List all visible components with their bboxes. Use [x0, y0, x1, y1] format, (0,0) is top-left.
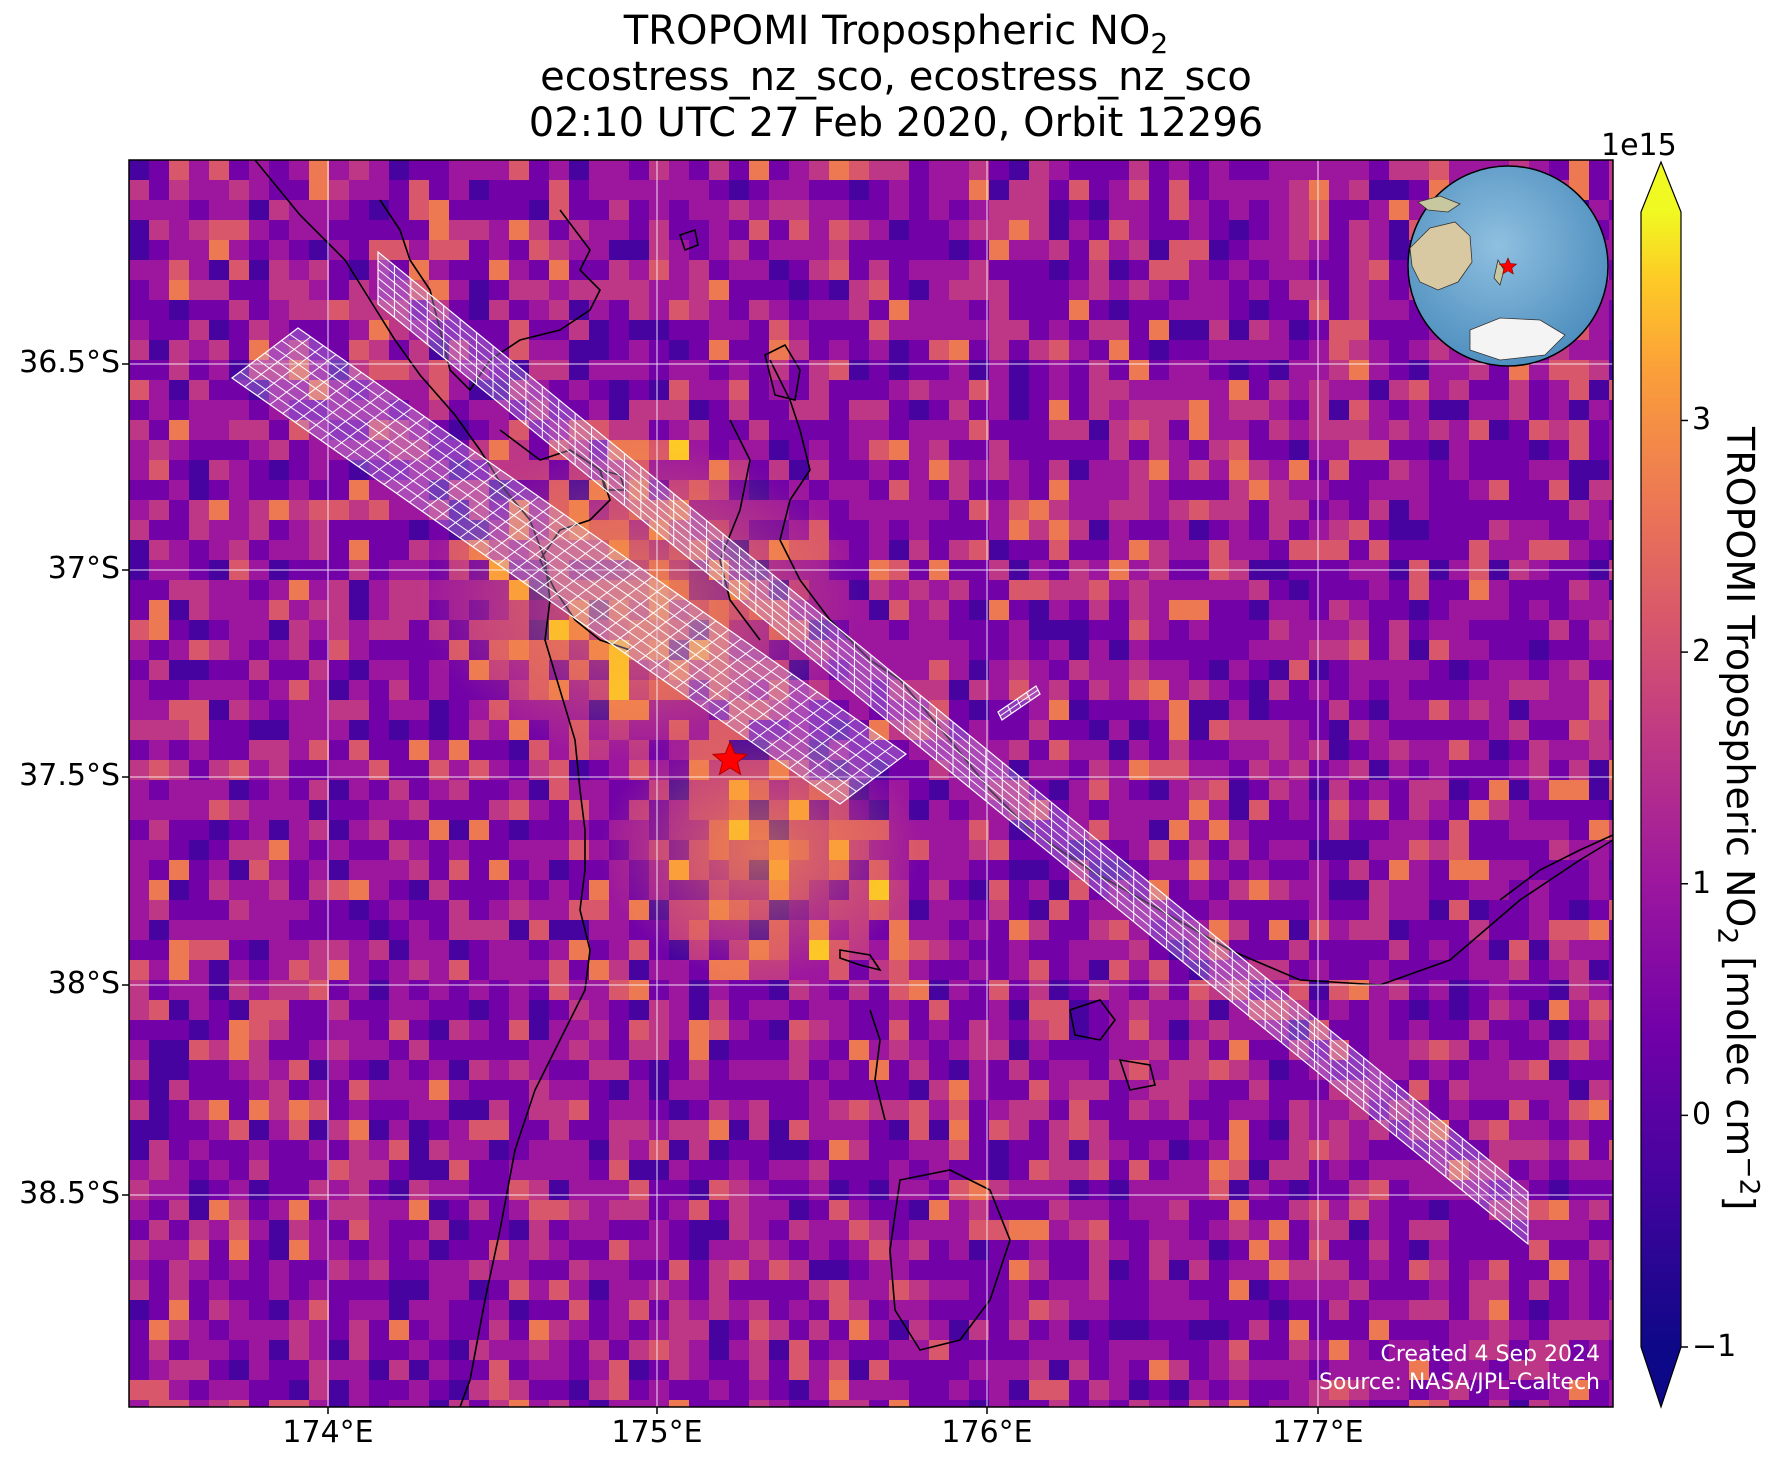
globe-inset [1407, 165, 1609, 367]
colorbar-tick-label: 1 [1692, 865, 1712, 901]
colorbar-tick-label: 3 [1692, 402, 1712, 438]
east-cape-coast [1499, 834, 1613, 901]
colorbar-extend-max [1641, 162, 1681, 212]
lon-tick-label: 174°E [282, 1415, 374, 1450]
waiheke-island [598, 468, 627, 491]
lon-tick-label: 177°E [1272, 1415, 1364, 1450]
bay-of-plenty-coast [899, 679, 1613, 986]
colorbar-tick-label: −1 [1692, 1329, 1737, 1364]
title-line-1: TROPOMI Tropospheric NO2 [0, 8, 1792, 67]
title-line-3: 02:10 UTC 27 Feb 2020, Orbit 12296 [528, 100, 1264, 146]
axis-tick-marks [122, 363, 1319, 1414]
lat-tick-label: 37.5°S [19, 758, 120, 793]
globe-star-marker [1498, 257, 1518, 275]
colorbar-tick-marks [1681, 419, 1688, 1348]
colorbar-exponent: 1e15 [1601, 128, 1677, 163]
colorbar-tick-label: 2 [1692, 634, 1712, 670]
globe-new-zealand [1493, 258, 1505, 286]
target-star-marker [711, 740, 749, 776]
graticule [129, 160, 1613, 1407]
globe-new-guinea [1417, 195, 1461, 213]
credit-source: Source: NASA/JPL-Caltech [1318, 1370, 1600, 1395]
lake-rotorua-outline [1069, 999, 1116, 1041]
colorbar [1640, 160, 1688, 1409]
colorbar-title-text: TROPOMI Tropospheric NO [1717, 426, 1762, 928]
map-frame [128, 159, 1614, 1408]
footprint-swath-west [230, 327, 908, 805]
colorbar-title-subscript: 2 [1711, 927, 1743, 945]
lake-tarawera-outline [1118, 1058, 1156, 1091]
credit-created: Created 4 Sep 2024 [1380, 1342, 1601, 1367]
colorbar-title-superscript: −2 [1733, 1156, 1765, 1196]
west-coast-line [254, 160, 591, 1407]
great-barrier-island [764, 343, 801, 401]
lake-karapiro-outline [839, 949, 882, 972]
lon-tick-label: 176°E [941, 1415, 1033, 1450]
lat-tick-label: 38.5°S [19, 1176, 120, 1211]
coromandel-west-coast [719, 419, 761, 641]
colorbar-title: TROPOMI Tropospheric NO2 [molec cm−2] [1711, 419, 1764, 1219]
lat-tick-label: 38°S [47, 966, 120, 1001]
river-line [869, 1009, 886, 1121]
lake-taupo-outline [889, 1169, 1011, 1351]
map-area [129, 160, 1613, 1407]
footprint-small-patch [997, 685, 1041, 721]
ecostress-footprints [230, 250, 1529, 1246]
colorbar-extend-min [1641, 1347, 1681, 1407]
globe-antarctica [1469, 317, 1566, 361]
lon-tick-label: 175°E [611, 1415, 703, 1450]
little-barrier-island [678, 228, 699, 252]
colorbar-tick-label: 0 [1692, 1097, 1712, 1133]
lat-tick-label: 37°S [47, 551, 120, 586]
footprint-swath-east [377, 250, 1529, 1246]
northland-east-coast [379, 199, 601, 392]
lat-tick-label: 36.5°S [19, 345, 120, 380]
title-subscript: 2 [1150, 27, 1169, 60]
globe-australia [1409, 221, 1473, 291]
colorbar-title-close: ] [1717, 1195, 1762, 1211]
colorbar-gradient [1641, 212, 1681, 1347]
coromandel-coast [769, 359, 901, 681]
colorbar-title-units: [molec cm [1717, 944, 1762, 1157]
title-text: TROPOMI Tropospheric NO [623, 8, 1151, 54]
title-line-2: ecostress_nz_sco, ecostress_nz_sco [540, 54, 1252, 100]
